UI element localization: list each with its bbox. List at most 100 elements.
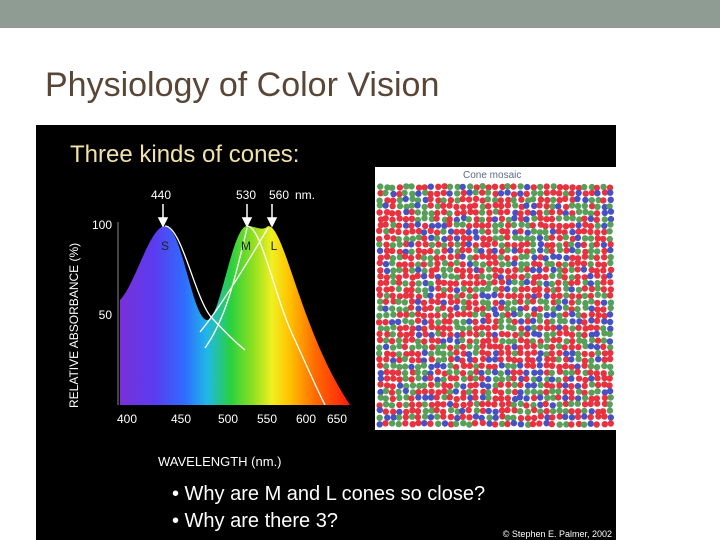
cone-cell [523,375,530,383]
cone-cell [421,184,428,191]
cone-cell [395,209,402,217]
cone-cell [382,221,389,228]
y-axis-label: RELATIVE ABSORBANCE (%) [67,243,81,408]
cone-cell [504,305,511,312]
cone-cell [440,286,448,294]
cone-cell [486,343,493,350]
cone-cell [556,413,563,420]
cone-cell [396,311,404,318]
cone-cell [472,209,479,216]
cone-cell [531,293,538,300]
cone-cell [402,292,410,299]
cone-cell [543,351,550,358]
cone-cell [537,413,545,420]
cone-cell [402,267,409,274]
cone-cell [531,189,538,197]
cone-cell [460,389,467,396]
cone-cell [453,395,460,403]
y-tick-label: 100 [92,218,112,232]
cone-cell [382,420,389,427]
cone-cell [473,338,480,345]
cone-cell [395,318,402,326]
cone-cell [601,330,608,337]
cone-cell [536,229,544,236]
cone-cell [594,203,601,210]
cone-cell [389,331,396,338]
cone-cell [421,267,428,275]
cone-cell [466,338,473,345]
x-tick-label: 650 [327,412,347,426]
cone-cell [550,356,557,363]
cone-cell [492,343,499,350]
cone-cell [601,400,609,407]
cone-cell [395,369,402,376]
cone-cell [435,285,442,292]
cone-cell [459,413,466,420]
cone-cell [544,324,551,332]
cone-cell [402,375,409,382]
cone-cell [441,312,448,319]
cone-cell [478,267,485,274]
cone-cell [465,406,472,414]
cone-cell [428,344,436,351]
cone-cell [389,216,396,223]
cone-cell [543,369,551,376]
cone-cell [510,414,517,421]
cone-cell [530,402,537,409]
cone-cell [486,216,493,223]
cone-cell [568,279,575,287]
cone-cell [434,190,441,197]
cone-cell [575,388,583,395]
curve-label: M [241,239,251,253]
peak-label: 530 [236,188,256,202]
cone-cell [491,363,498,370]
cone-cell [550,306,557,313]
cone-cell [549,402,556,409]
cone-cell [517,298,524,305]
cone-cell [536,202,543,209]
cone-cell [492,395,499,402]
cone-cell [397,331,404,338]
cone-cell [479,419,486,427]
cone-cell [415,394,422,401]
cone-cell [376,356,383,363]
cone-cell [459,183,466,191]
cone-cell [478,248,485,255]
cone-cell [485,203,492,210]
cone-cell [499,413,506,420]
cone-cell [517,266,525,273]
cone-cell [433,266,440,273]
cone-cell [511,215,518,222]
cone-cell [531,369,538,376]
cone-cell [607,189,614,196]
cone-cell [606,355,614,363]
cone-cell [473,344,480,351]
cone-cell [441,208,448,216]
cone-cell [422,222,429,230]
cone-cell [440,413,447,420]
cone-cell [574,266,581,273]
cone-cell [555,356,562,363]
cone-cell [544,356,551,363]
cone-cell [516,310,524,318]
cone-cell [434,368,442,376]
cone-cell [543,381,551,389]
cone-cell [454,190,461,197]
cone-cell [390,235,397,242]
cone-cell [512,202,519,209]
cone-cell [581,362,588,369]
cone-cell [377,221,384,229]
cone-cell [562,324,569,332]
cone-cell [492,235,499,242]
cone-cell [472,242,479,249]
cone-cell [383,247,391,254]
cone-cell [562,304,570,311]
cone-cell [440,202,447,209]
cone-cell [420,254,428,262]
cone-cell [587,253,595,261]
cone-cell [587,215,595,222]
cone-cell [606,272,613,279]
cone-cell [396,293,404,300]
cone-cell [511,255,519,262]
cone-cell [593,317,601,325]
